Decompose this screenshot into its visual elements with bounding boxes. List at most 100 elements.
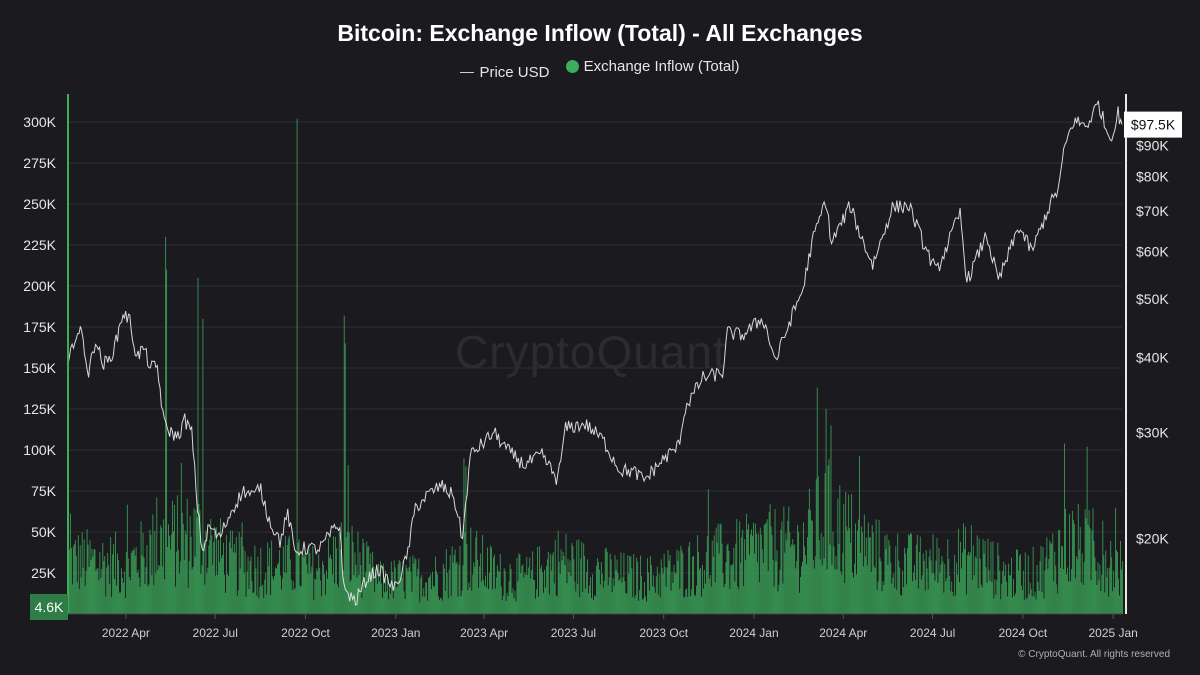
y-tick-label-right: $80K bbox=[1136, 168, 1169, 184]
inflow-bar bbox=[399, 561, 401, 614]
inflow-bar bbox=[1048, 559, 1050, 614]
inflow-bar bbox=[894, 587, 896, 614]
inflow-bar bbox=[1060, 567, 1062, 614]
inflow-bar bbox=[789, 532, 791, 614]
inflow-bar bbox=[927, 589, 929, 614]
inflow-bar bbox=[921, 575, 923, 614]
inflow-bar bbox=[812, 560, 814, 614]
inflow-bar bbox=[616, 559, 618, 614]
inflow-bar bbox=[1018, 555, 1020, 614]
inflow-bar bbox=[811, 521, 813, 614]
inflow-bar bbox=[141, 555, 143, 614]
inflow-bar bbox=[384, 592, 385, 614]
inflow-bar bbox=[623, 552, 625, 614]
inflow-bar bbox=[950, 591, 952, 614]
inflow-bar bbox=[1122, 561, 1123, 614]
inflow-bar bbox=[891, 583, 893, 614]
inflow-bar bbox=[373, 566, 375, 614]
inflow-bar bbox=[257, 556, 259, 614]
inflow-bar bbox=[876, 589, 878, 614]
inflow-bar bbox=[122, 582, 124, 614]
inflow-bar bbox=[541, 565, 542, 614]
inflow-bar bbox=[643, 598, 644, 614]
y-tick-label-left: 250K bbox=[23, 196, 56, 212]
inflow-bar bbox=[923, 560, 925, 614]
inflow-bar bbox=[688, 546, 690, 614]
legend-item-price[interactable]: Price USD bbox=[460, 64, 549, 81]
inflow-bar bbox=[181, 512, 183, 614]
inflow-bar bbox=[173, 504, 175, 614]
inflow-bar bbox=[703, 570, 705, 614]
inflow-bar bbox=[269, 548, 271, 614]
inflow-bar bbox=[631, 568, 633, 614]
inflow-bar bbox=[765, 522, 767, 614]
inflow-bar bbox=[489, 545, 491, 614]
inflow-bar bbox=[589, 585, 591, 614]
inflow-bar bbox=[378, 563, 380, 614]
inflow-bar bbox=[106, 567, 108, 614]
inflow-bar bbox=[697, 535, 698, 614]
inflow-bar bbox=[887, 564, 889, 614]
inflow-bar bbox=[232, 552, 234, 614]
inflow-bar bbox=[817, 476, 819, 614]
inflow-bar bbox=[770, 526, 772, 614]
inflow-bar bbox=[528, 567, 530, 614]
inflow-bar bbox=[606, 551, 608, 614]
inflow-bar bbox=[192, 566, 194, 614]
inflow-bar bbox=[175, 551, 177, 614]
inflow-bar bbox=[513, 598, 515, 614]
inflow-bar bbox=[995, 594, 997, 614]
inflow-bar bbox=[775, 561, 777, 614]
inflow-bar bbox=[859, 552, 861, 614]
inflow-bar bbox=[786, 540, 788, 614]
inflow-bar bbox=[587, 559, 589, 614]
legend-item-inflow[interactable]: Exchange Inflow (Total) bbox=[565, 58, 740, 75]
inflow-bar bbox=[849, 528, 851, 614]
inflow-bar bbox=[637, 561, 639, 614]
inflow-bar bbox=[715, 527, 717, 614]
inflow-bar bbox=[344, 343, 346, 614]
inflow-bar bbox=[426, 582, 428, 614]
inflow-bar bbox=[184, 530, 186, 614]
inflow-bar bbox=[448, 569, 450, 614]
inflow-bar bbox=[93, 549, 95, 614]
inflow-bar bbox=[337, 587, 339, 614]
inflow-bar bbox=[735, 543, 737, 614]
inflow-bar bbox=[326, 570, 327, 614]
inflow-bar bbox=[387, 599, 389, 614]
inflow-bar bbox=[627, 555, 629, 614]
inflow-bar bbox=[561, 560, 563, 614]
inflow-bar bbox=[274, 576, 275, 614]
inflow-bar bbox=[1007, 596, 1009, 614]
inflow-bar bbox=[753, 522, 754, 614]
inflow-bar bbox=[329, 557, 330, 614]
inflow-bar bbox=[581, 541, 583, 614]
inflow-bar bbox=[397, 564, 399, 614]
inflow-bar bbox=[1120, 540, 1121, 614]
inflow-bar bbox=[461, 590, 463, 614]
inflow-bar bbox=[84, 586, 86, 614]
inflow-bar bbox=[651, 586, 653, 614]
inflow-bar bbox=[964, 526, 966, 614]
inflow-bar bbox=[544, 587, 546, 614]
inflow-bar bbox=[991, 582, 993, 614]
inflow-bar bbox=[1014, 595, 1015, 614]
inflow-bar bbox=[496, 565, 498, 614]
inflow-bar bbox=[449, 555, 451, 614]
inflow-bar bbox=[279, 575, 281, 614]
inflow-bar bbox=[848, 494, 850, 614]
inflow-bar bbox=[1010, 575, 1012, 614]
inflow-bar bbox=[173, 531, 174, 614]
inflow-bar bbox=[963, 523, 964, 614]
inflow-bar bbox=[609, 553, 611, 614]
inflow-bar bbox=[969, 552, 971, 614]
inflow-bar bbox=[318, 554, 320, 614]
inflow-bar bbox=[115, 531, 117, 614]
inflow-bar bbox=[469, 587, 471, 614]
inflow-bar bbox=[611, 591, 613, 614]
inflow-bar bbox=[369, 564, 371, 614]
inflow-bar bbox=[920, 579, 922, 614]
inflow-bar bbox=[332, 536, 334, 614]
inflow-bar bbox=[265, 572, 267, 614]
